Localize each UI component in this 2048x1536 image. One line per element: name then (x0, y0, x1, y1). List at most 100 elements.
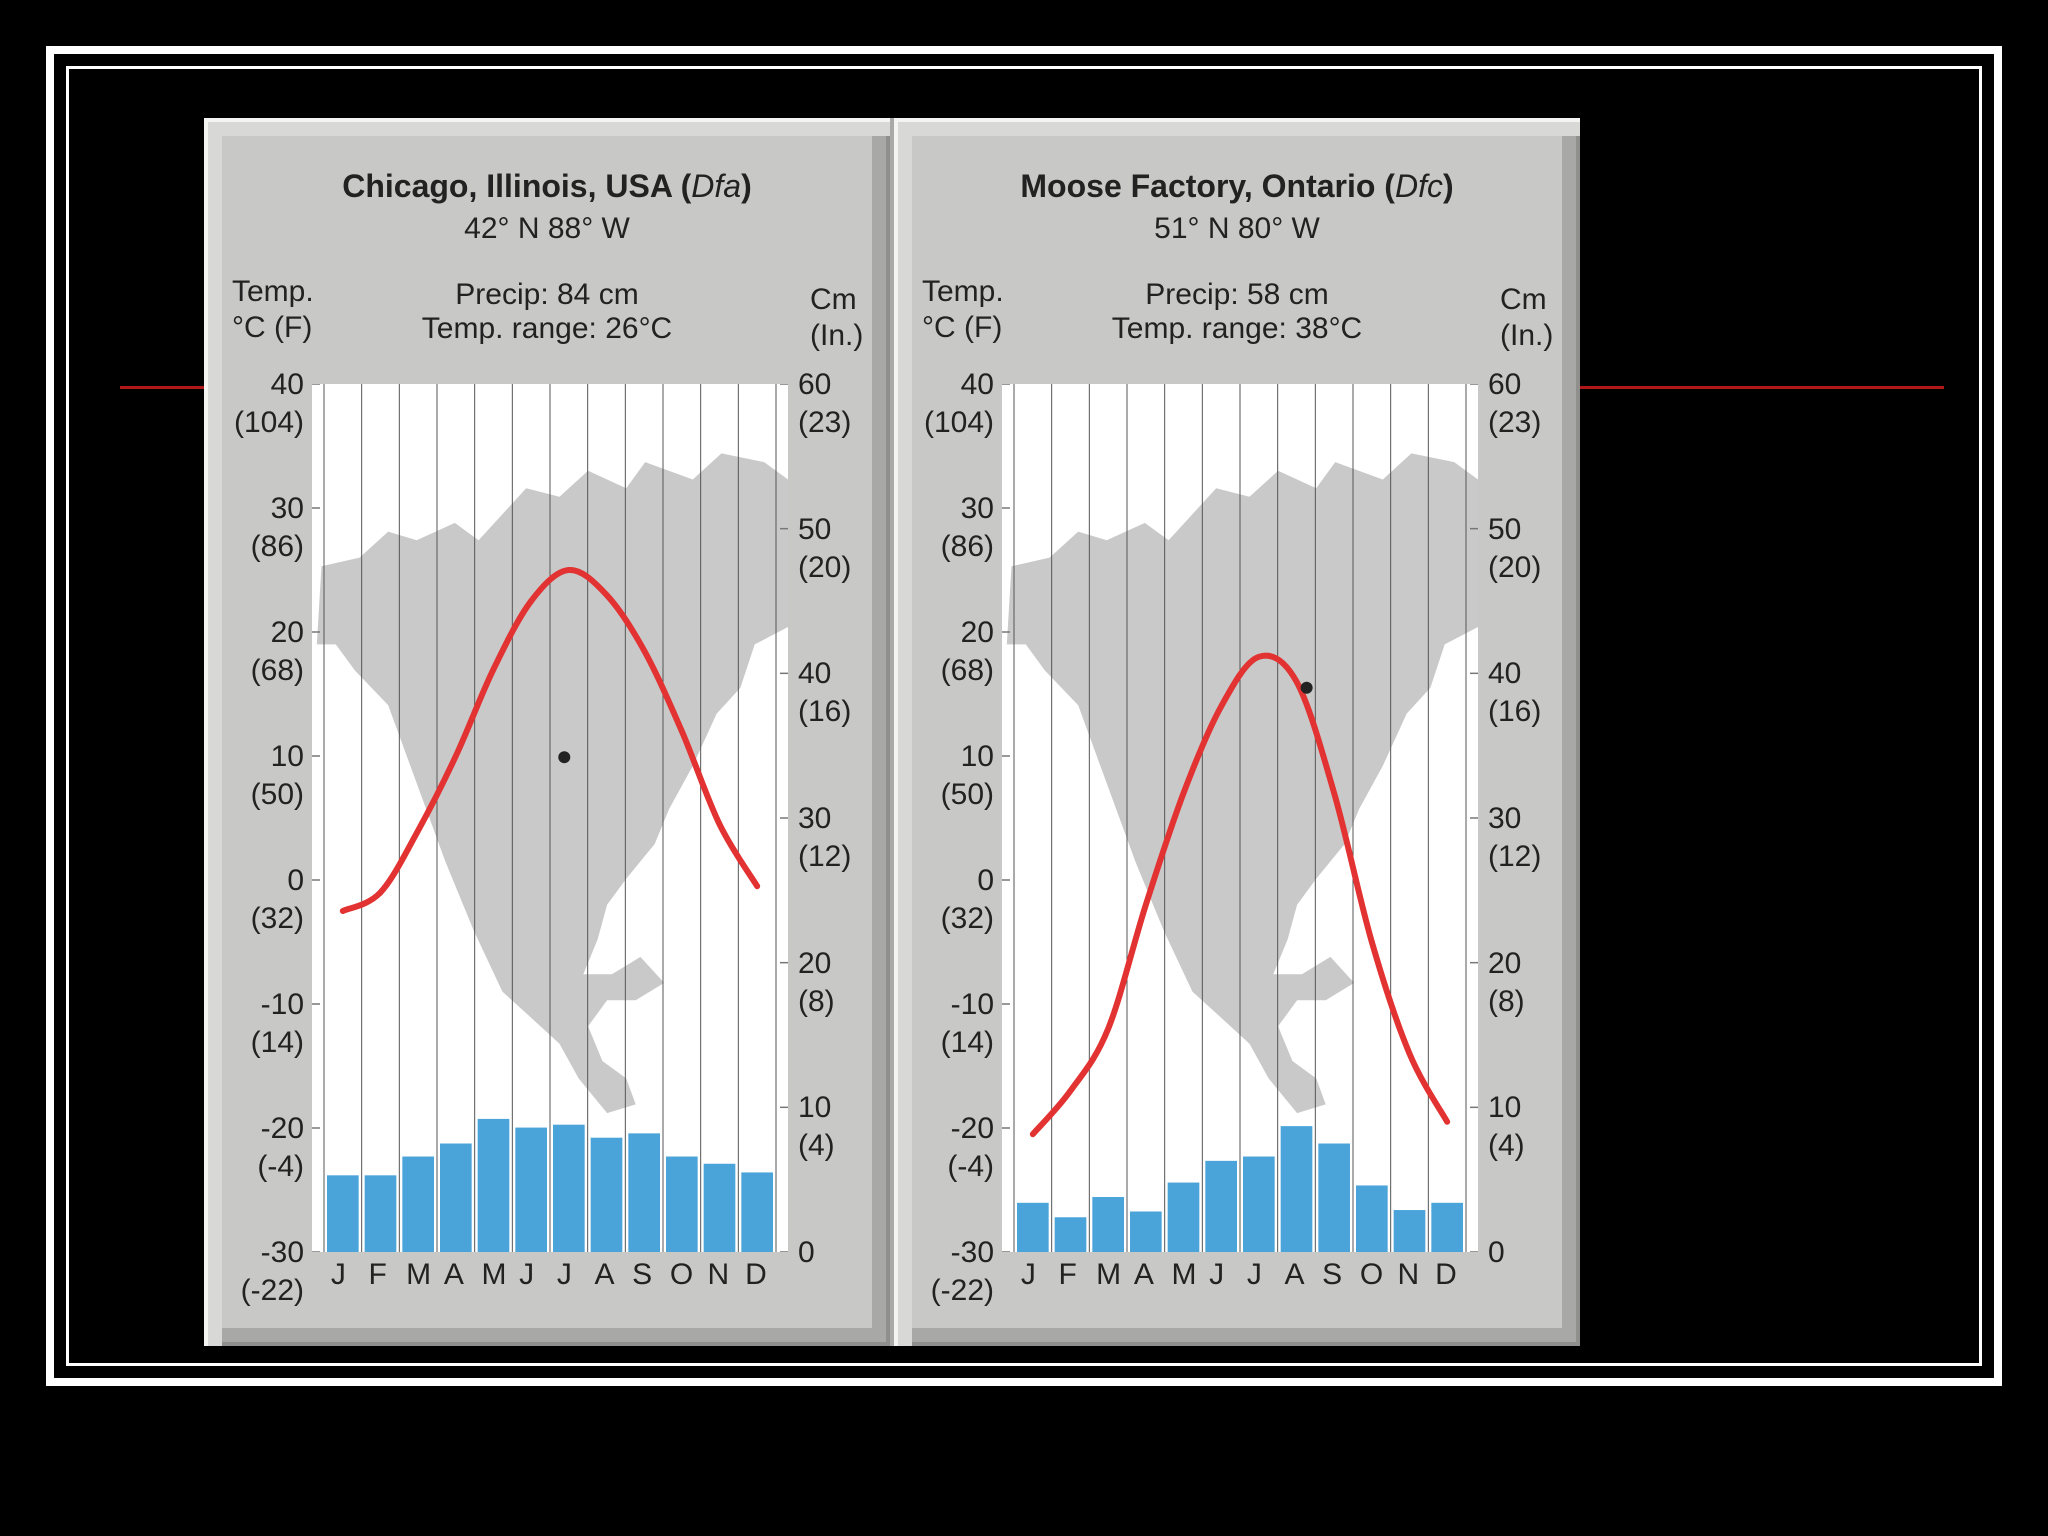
month-label: D (1435, 1258, 1457, 1291)
month-label: J (519, 1258, 535, 1291)
month-label: A (1133, 1258, 1154, 1291)
precip-tick-label: 0 (1488, 1236, 1505, 1269)
precip-bar-a-3 (1130, 1211, 1162, 1252)
temp-axis-label: Temp. °C (F) (232, 275, 314, 344)
precip-bar-m-4 (477, 1118, 510, 1252)
month-label: J (556, 1258, 572, 1291)
chart-title: Moose Factory, Ontario (Dfc) (1020, 168, 1454, 204)
climograph-panel-moose-factory: Moose Factory, Ontario (Dfc) 51° N 80° W… (894, 118, 1580, 1346)
month-label: O (1359, 1258, 1384, 1291)
precip-bar-j-6 (1243, 1156, 1275, 1252)
precip-tick-label: 0 (798, 1236, 815, 1269)
temp-tick-label: 30 (86) (250, 492, 304, 563)
precip-axis-label: Cm (In.) (810, 283, 864, 352)
chart-coordinates: 51° N 80° W (1154, 212, 1320, 245)
month-label: S (1322, 1258, 1343, 1291)
north-america-map (316, 453, 788, 1114)
north-america-map (1006, 453, 1478, 1114)
month-label: F (368, 1258, 387, 1291)
plot-svg (1002, 384, 1478, 1252)
month-label: N (707, 1258, 730, 1291)
precip-total: Precip: 58 cm (1145, 278, 1329, 311)
precip-bar-s-8 (628, 1133, 660, 1252)
accent-line-right (1576, 386, 1944, 389)
climograph-figure: Chicago, Illinois, USA (Dfa) 42° N 88° W… (204, 118, 1580, 1346)
precip-axis-label: Cm (In.) (1500, 283, 1554, 352)
precip-tick-label: 30 (12) (798, 802, 852, 873)
precip-tick-label: 50 (20) (798, 512, 852, 584)
month-label: A (443, 1258, 464, 1291)
temp-tick-label: 40 (104) (923, 368, 994, 439)
precip-bar-a-7 (590, 1137, 623, 1252)
month-label: S (632, 1258, 653, 1291)
month-label: M (1096, 1258, 1122, 1291)
temp-axis-label: Temp. °C (F) (922, 275, 1004, 344)
temp-tick-label: -20 (-4) (257, 1112, 304, 1183)
precip-bar-m-2 (402, 1156, 434, 1252)
location-marker (558, 751, 571, 764)
month-label: J (330, 1258, 346, 1291)
precip-bar-a-7 (1280, 1126, 1313, 1252)
plot-svg (312, 384, 788, 1252)
precip-bar-d-11 (1431, 1202, 1463, 1252)
temp-tick-label: 20 (68) (250, 616, 304, 687)
temp-tick-label: 0 (32) (940, 864, 994, 935)
month-label: F (1058, 1258, 1077, 1291)
temp-tick-label: 10 (50) (250, 740, 304, 811)
temperature-line (1029, 652, 1451, 1138)
precip-tick-label: 20 (8) (1488, 946, 1525, 1018)
precip-bar-j-0 (1017, 1202, 1049, 1252)
temp-tick-label: 40 (104) (233, 368, 304, 439)
precip-tick-label: 60 (23) (1488, 368, 1542, 439)
precip-bar-f-1 (364, 1175, 397, 1252)
month-label: J (1246, 1258, 1262, 1291)
precip-tick-label: 10 (4) (798, 1091, 835, 1163)
month-label: J (1020, 1258, 1036, 1291)
temp-tick-label: 10 (50) (940, 740, 994, 811)
temp-tick-label: 30 (86) (940, 492, 994, 563)
precip-bar-n-10 (703, 1163, 736, 1252)
month-label: M (481, 1258, 507, 1291)
chart-title: Chicago, Illinois, USA (Dfa) (342, 168, 752, 204)
temp-tick-label: 0 (32) (250, 864, 304, 935)
precip-bar-f-1 (1054, 1217, 1087, 1252)
chart-coordinates: 42° N 88° W (464, 212, 630, 245)
precip-tick-label: 40 (16) (798, 657, 852, 729)
precip-tick-label: 60 (23) (798, 368, 852, 439)
month-label: J (1209, 1258, 1225, 1291)
precip-tick-label: 30 (12) (1488, 802, 1542, 873)
month-label: A (594, 1258, 615, 1291)
climograph-panel-chicago: Chicago, Illinois, USA (Dfa) 42° N 88° W… (204, 118, 890, 1346)
slide-frame-outer (46, 46, 2002, 1386)
temp-tick-label: -10 (14) (250, 988, 304, 1059)
month-label: M (406, 1258, 432, 1291)
plot-area (312, 384, 788, 1252)
month-label: O (669, 1258, 694, 1291)
precip-total: Precip: 84 cm (455, 278, 639, 311)
accent-line-left (120, 386, 210, 389)
temp-tick-label: -30 (-22) (930, 1236, 994, 1307)
precip-bar-n-10 (1393, 1210, 1426, 1252)
precip-bar-j-6 (553, 1124, 585, 1252)
location-marker (1300, 681, 1313, 694)
temp-range: Temp. range: 26°C (421, 312, 673, 345)
temp-tick-label: -10 (14) (940, 988, 994, 1059)
precip-bar-j-5 (1205, 1160, 1237, 1252)
precip-tick-label: 50 (20) (1488, 512, 1542, 584)
month-label: D (745, 1258, 767, 1291)
temp-tick-label: 20 (68) (940, 616, 994, 687)
precip-bar-d-11 (741, 1172, 773, 1252)
precip-bar-a-3 (440, 1143, 472, 1252)
temp-tick-label: -20 (-4) (947, 1112, 994, 1183)
precip-tick-label: 10 (4) (1488, 1091, 1525, 1163)
temperature-line (339, 567, 761, 914)
temp-tick-label: -30 (-22) (240, 1236, 304, 1307)
month-label: N (1397, 1258, 1420, 1291)
precip-tick-label: 20 (8) (798, 946, 835, 1018)
precip-bar-o-9 (666, 1156, 698, 1252)
temp-range: Temp. range: 38°C (1111, 312, 1363, 345)
precip-bar-m-2 (1092, 1197, 1124, 1252)
precip-bar-m-4 (1167, 1182, 1200, 1252)
precip-bar-j-0 (327, 1175, 359, 1252)
month-label: A (1284, 1258, 1305, 1291)
